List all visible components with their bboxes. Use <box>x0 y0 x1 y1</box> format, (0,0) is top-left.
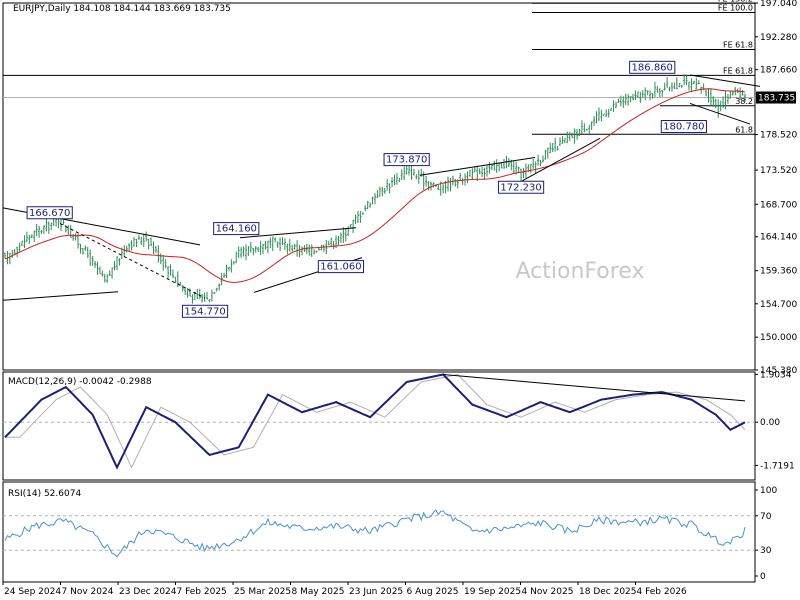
price-axis-label: 187.660 <box>760 66 797 76</box>
x-axis-label: 6 Aug 2025 <box>407 587 459 597</box>
x-axis-label: 18 Dec 2025 <box>579 587 637 597</box>
trendline <box>239 227 357 239</box>
swing-label-box <box>660 120 707 134</box>
rsi-axis-label: 100 <box>760 486 777 496</box>
fib-level-label: FE 100.0 <box>718 4 753 13</box>
rsi-axis-label: 30 <box>760 546 772 556</box>
macd-trendline <box>443 374 746 402</box>
watermark: ActionForex <box>516 259 645 284</box>
swing-label: 154.770 <box>184 306 225 317</box>
swing-label-box <box>629 60 676 74</box>
swing-label-box <box>497 180 545 194</box>
price-panel-frame <box>2 2 756 371</box>
price-axis-label: 192.280 <box>760 33 797 43</box>
trendline <box>2 291 119 301</box>
current-price-label: 183.735 <box>758 94 795 104</box>
macd-axis-label: -1.7191 <box>760 461 795 471</box>
macd-title: MACD(12,26,9) -0.0042 -0.2988 <box>8 377 152 387</box>
swing-label: 164.160 <box>216 224 257 235</box>
x-axis-label: 23 Dec 2024 <box>119 587 177 597</box>
price-axis-label: 150.000 <box>760 333 797 343</box>
x-axis-label: 4 Feb 2026 <box>637 587 688 597</box>
fib-level-label: FE 61.8 <box>723 66 753 75</box>
price-axis-label: 178.520 <box>760 131 797 141</box>
swing-label-box <box>26 206 73 220</box>
macd-line <box>4 373 746 470</box>
price-axis-label: 173.520 <box>760 166 797 176</box>
price-axis-label: 168.700 <box>760 200 797 210</box>
price-axis-label: 154.700 <box>760 300 797 310</box>
rsi-line <box>4 509 746 558</box>
trendline <box>419 156 536 176</box>
x-axis-label: 25 Mar 2025 <box>234 587 291 597</box>
macd-axis-label: 0.00 <box>760 418 780 428</box>
rsi-title: RSI(14) 52.6074 <box>8 489 81 499</box>
swing-label-box <box>383 153 430 167</box>
rsi-panel-frame <box>2 481 756 583</box>
x-axis-label: 24 Sep 2024 <box>4 587 61 597</box>
x-axis-label: 4 Nov 2025 <box>522 587 574 597</box>
trendline <box>689 74 761 87</box>
swing-label-box <box>317 260 365 274</box>
swing-label: 172.230 <box>500 182 541 193</box>
candles-group <box>4 74 746 304</box>
symbol-label: EURJPY,Daily <box>13 4 71 14</box>
dashed-trendline <box>59 223 206 299</box>
current-price-tag <box>756 91 796 104</box>
price-axis-label: 145.380 <box>760 366 797 376</box>
x-axis-label: 7 Nov 2024 <box>62 587 114 597</box>
swing-label-box <box>181 304 229 318</box>
price-axis-label: 197.040 <box>760 0 797 9</box>
x-axis-label: 19 Sep 2025 <box>464 587 521 597</box>
symbol-header: EURJPY,Daily 184.108 184.144 183.669 183… <box>13 4 231 14</box>
trendline <box>521 137 601 182</box>
x-axis-label: 8 May 2025 <box>292 587 345 597</box>
fib-level-label: 38.2 <box>735 97 753 106</box>
fib-level-label: FE 61.8 <box>723 40 753 49</box>
trendline <box>689 102 751 125</box>
rsi-axis-label: 0 <box>760 572 766 582</box>
swing-label: 166.670 <box>29 208 70 219</box>
swing-label: 180.780 <box>663 122 704 133</box>
ohlc-label: 184.108 184.144 183.669 183.735 <box>73 4 231 14</box>
swing-label: 186.860 <box>632 62 673 73</box>
x-axis-label: 23 Jun 2025 <box>349 587 403 597</box>
macd-panel-frame <box>2 371 756 481</box>
swing-label: 161.060 <box>320 262 361 273</box>
swing-label: 173.870 <box>386 155 427 166</box>
fib-level-label: FE 138.2 <box>718 0 753 3</box>
fib-level-label: 61.8 <box>735 125 753 134</box>
price-axis-label: 164.140 <box>760 233 797 243</box>
swing-label-box <box>213 222 260 236</box>
x-axis-label: 7 Feb 2025 <box>177 587 227 597</box>
price-axis-label: 159.360 <box>760 267 797 277</box>
macd-signal-line <box>5 373 746 469</box>
rsi-axis-label: 70 <box>760 512 772 522</box>
moving-average-line <box>4 88 746 283</box>
macd-axis-label: 1.9034 <box>760 370 792 380</box>
